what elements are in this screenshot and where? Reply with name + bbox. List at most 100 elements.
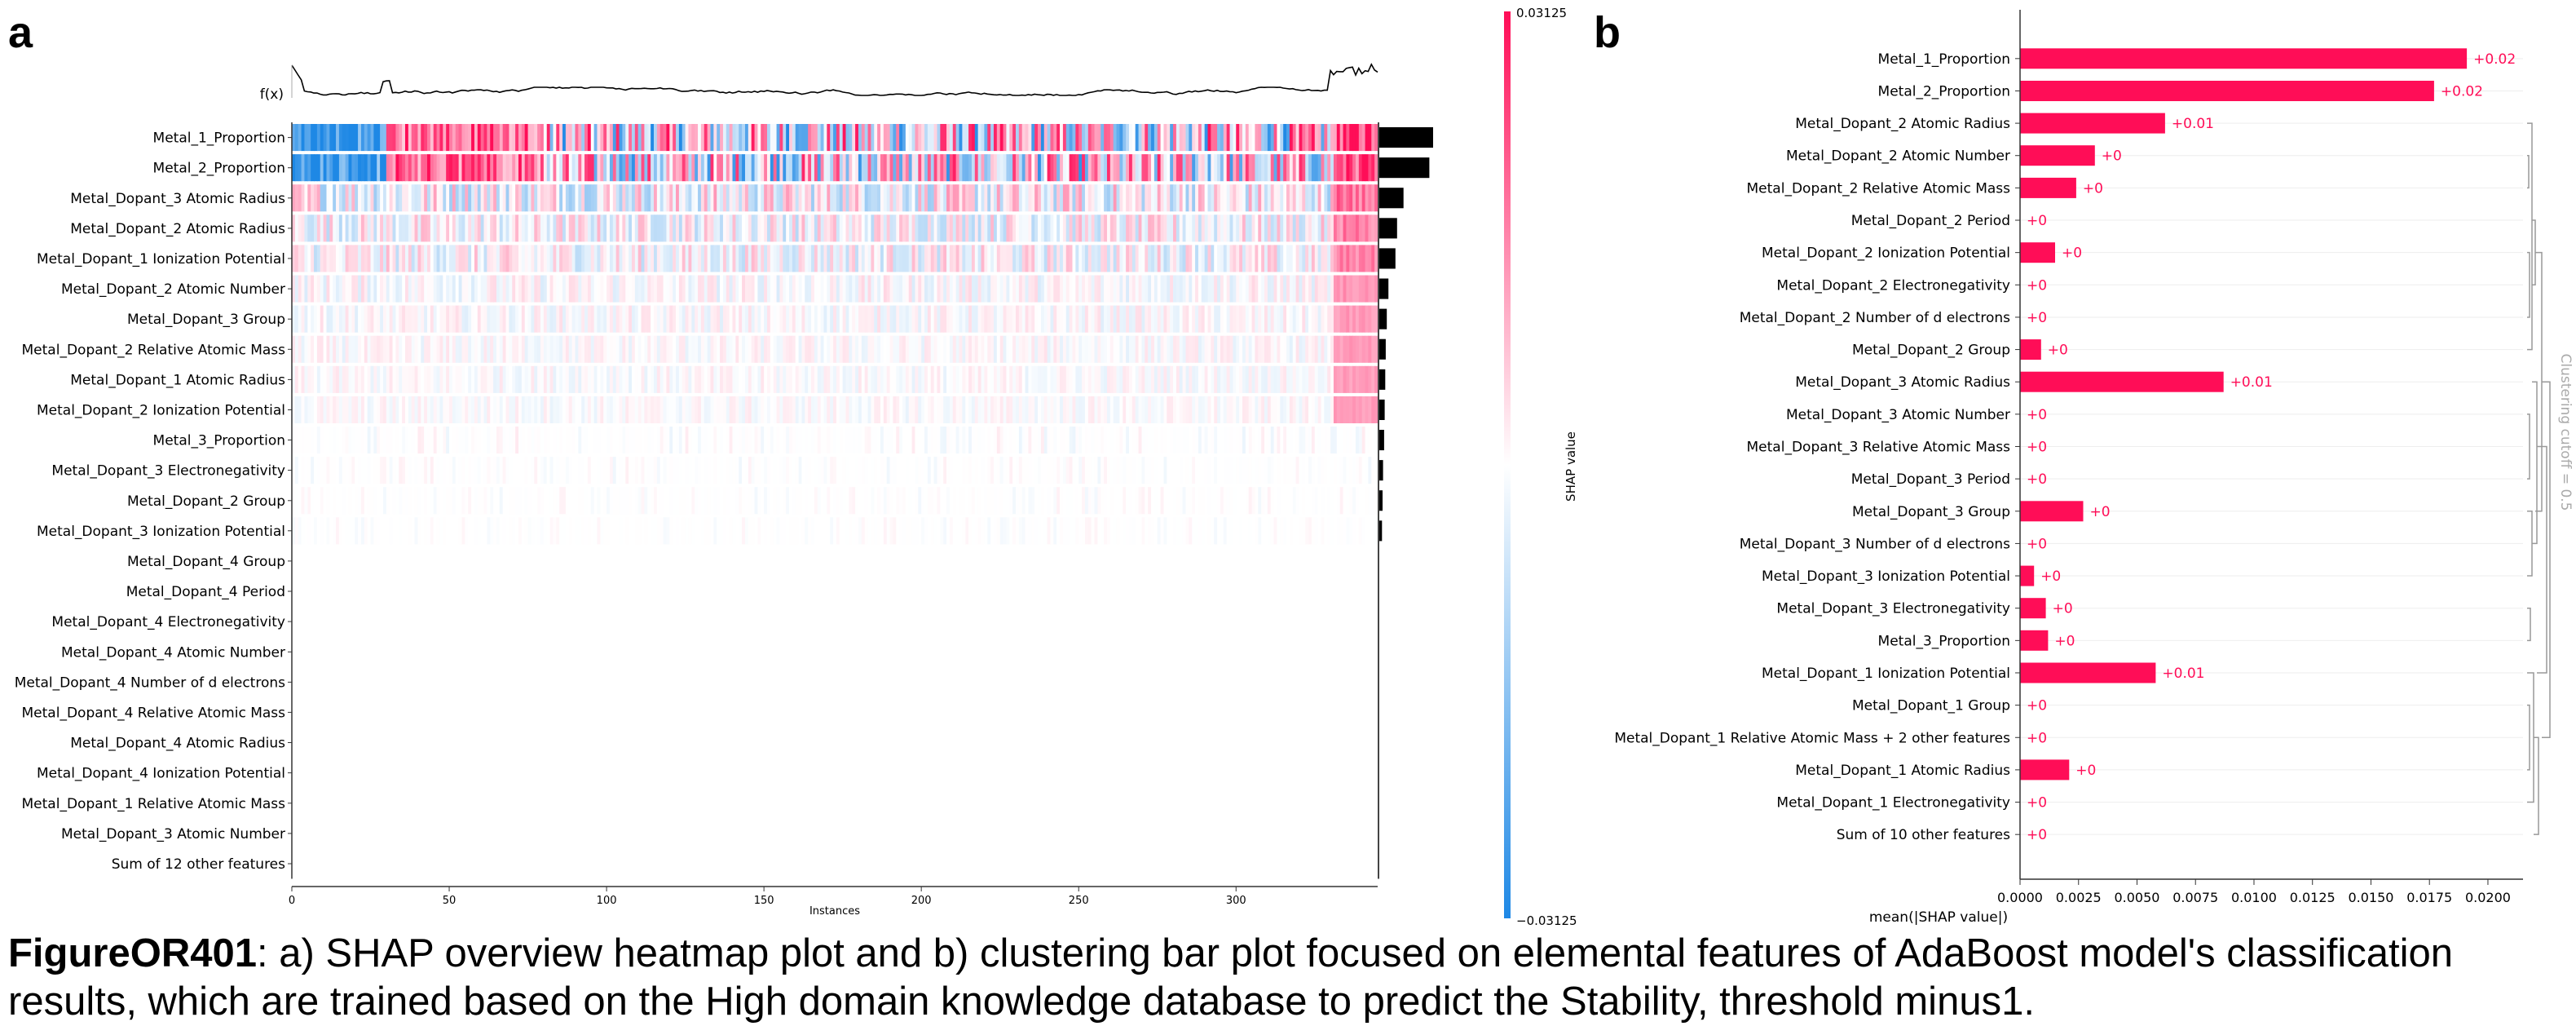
heatmap-cell (1160, 245, 1165, 272)
heatmap-cell (1072, 245, 1076, 272)
heatmap-cell (1217, 305, 1221, 333)
heatmap-cell (955, 487, 960, 515)
heatmap-cell (1113, 396, 1118, 423)
heatmap-cell (1113, 457, 1118, 484)
heatmap-cell (575, 184, 579, 212)
heatmap-cell (487, 245, 491, 272)
heatmap-cell (766, 427, 771, 454)
heatmap-cell (1236, 184, 1240, 212)
heatmap-cell (1012, 124, 1017, 152)
heatmap-cell (430, 245, 434, 272)
heatmap-cell (1258, 124, 1262, 152)
heatmap-cell (817, 124, 822, 152)
heatmap-cell (1021, 124, 1026, 152)
heatmap-cell (1025, 275, 1030, 303)
heatmap-cell (1072, 335, 1076, 363)
heatmap-cell (471, 154, 475, 182)
heatmap-cell (691, 275, 695, 303)
heatmap-cell (427, 396, 431, 423)
heatmap-cell (1204, 457, 1209, 484)
heatmap-cell (1043, 124, 1048, 152)
heatmap-cell (417, 275, 421, 303)
heatmap-cell (754, 427, 759, 454)
heatmap-cell (874, 154, 878, 182)
heatmap-cell (805, 305, 809, 333)
heatmap-cell (436, 275, 441, 303)
heatmap-cell (1261, 487, 1265, 515)
heatmap-cell (1056, 365, 1061, 393)
heatmap-cell (436, 335, 441, 363)
heatmap-cell (896, 335, 900, 363)
heatmap-cell (1097, 457, 1101, 484)
heatmap-cell (700, 335, 705, 363)
heatmap-cell (924, 245, 929, 272)
heatmap-cell (1280, 335, 1284, 363)
heatmap-cell (1336, 245, 1341, 272)
heatmap-cell (641, 184, 646, 212)
heatmap-cell (1173, 517, 1177, 545)
heatmap-cell (1324, 154, 1328, 182)
heatmap-cell (593, 427, 598, 454)
heatmap-cell (707, 457, 712, 484)
heatmap-cell (757, 275, 761, 303)
heatmap-cell (1131, 184, 1136, 212)
heatmap-cell (540, 457, 545, 484)
heatmap-cell (842, 335, 847, 363)
heatmap-cell (990, 427, 995, 454)
heatmap-cell (688, 154, 692, 182)
heatmap-cell (893, 517, 897, 545)
heatmap-cell (783, 275, 787, 303)
heatmap-cell (833, 154, 837, 182)
heatmap-cell (559, 396, 563, 423)
heatmap-cell (889, 305, 894, 333)
heatmap-cell (367, 457, 372, 484)
heatmap-cell (304, 305, 308, 333)
heatmap-cell (955, 245, 960, 272)
heatmap-cell (842, 275, 847, 303)
heatmap-cell (549, 245, 554, 272)
heatmap-cell (918, 457, 922, 484)
heatmap-cell (681, 427, 686, 454)
heatmap-cell (1277, 396, 1281, 423)
heatmap-cell (867, 245, 871, 272)
heatmap-cell (977, 245, 982, 272)
heatmap-cell (751, 305, 756, 333)
heatmap-cell (651, 335, 655, 363)
heatmap-cell (342, 184, 346, 212)
heatmap-cell (367, 245, 372, 272)
heatmap-cell (663, 517, 668, 545)
heatmap-cell (1214, 365, 1218, 393)
heatmap-cell (722, 427, 727, 454)
heatmap-cell (940, 487, 944, 515)
heatmap-cell (996, 487, 1001, 515)
heatmap-cell (943, 517, 947, 545)
heatmap-cell (911, 517, 916, 545)
bar-category-label: Metal_Dopant_2 Atomic Number (1786, 148, 2010, 165)
heatmap-cell (1277, 154, 1281, 182)
heatmap-cell (1220, 396, 1224, 423)
heatmap-cell (556, 124, 560, 152)
heatmap-cell (833, 245, 837, 272)
heatmap-cell (493, 184, 497, 212)
heatmap-cell (726, 457, 730, 484)
heatmap-cell (1141, 487, 1145, 515)
heatmap-cell (666, 154, 670, 182)
heatmap-cell (338, 245, 343, 272)
heatmap-cell (1101, 124, 1105, 152)
heatmap-cell (717, 154, 721, 182)
heatmap-cell (1106, 154, 1111, 182)
heatmap-cell (502, 154, 507, 182)
heatmap-cell (795, 427, 800, 454)
heatmap-cell (1145, 427, 1149, 454)
heatmap-cell (1217, 487, 1221, 515)
heatmap-cell (1065, 275, 1070, 303)
feature-label: Metal_Dopant_4 Ionization Potential (37, 766, 285, 782)
heatmap-cell (505, 245, 509, 272)
heatmap-cell (509, 365, 513, 393)
heatmap-cell (726, 184, 730, 212)
heatmap-cell (1179, 275, 1184, 303)
heatmap-cell (695, 184, 699, 212)
heatmap-cell (1182, 427, 1187, 454)
heatmap-cell (1311, 275, 1316, 303)
heatmap-cell (417, 214, 421, 242)
